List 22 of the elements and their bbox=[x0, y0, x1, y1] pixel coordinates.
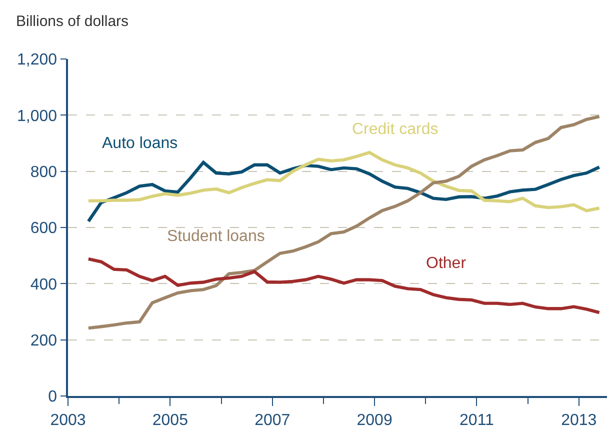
line-series bbox=[86, 114, 601, 330]
series-label: Student loans bbox=[167, 228, 265, 245]
line-series bbox=[86, 160, 601, 223]
y-tick-label: 200 bbox=[30, 332, 58, 350]
y-tick-label: 1,200 bbox=[17, 52, 58, 69]
series-label: Auto loans bbox=[102, 135, 178, 152]
y-tick-label: 600 bbox=[30, 220, 58, 238]
x-tick-label: 2005 bbox=[152, 412, 188, 429]
line-series bbox=[86, 150, 601, 212]
y-tick-label: 400 bbox=[30, 276, 58, 294]
x-tick-label: 2009 bbox=[356, 412, 392, 429]
y-tick-label: 0 bbox=[48, 388, 58, 406]
series-label: Credit cards bbox=[352, 121, 438, 138]
x-tick-label: 2007 bbox=[254, 412, 290, 429]
line-series bbox=[86, 257, 601, 314]
x-tick-label: 2013 bbox=[561, 412, 597, 429]
x-tick-label: 2003 bbox=[50, 412, 86, 429]
y-axis-title: Billions of dollars bbox=[16, 13, 129, 30]
series-label: Other bbox=[426, 255, 467, 272]
x-tick-label: 2011 bbox=[460, 412, 494, 429]
y-tick-label: 800 bbox=[30, 164, 58, 181]
y-tick-label: 1,000 bbox=[17, 108, 58, 125]
